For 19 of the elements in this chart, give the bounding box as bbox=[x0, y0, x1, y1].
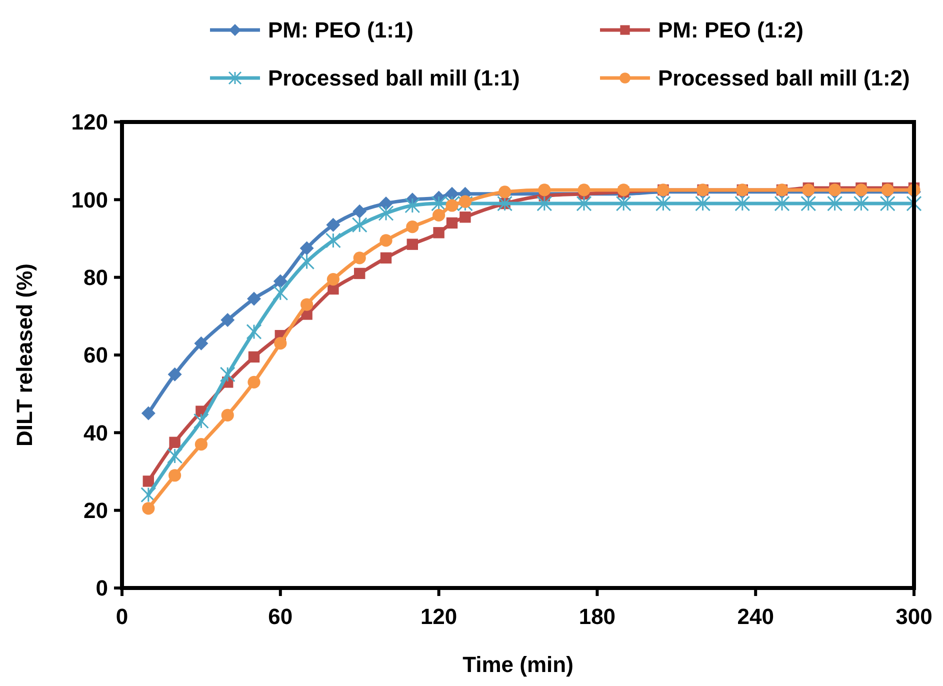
y-tick-label: 100 bbox=[71, 187, 108, 212]
y-tick-label: 60 bbox=[84, 342, 108, 368]
legend-label: PM: PEO (1:2) bbox=[658, 18, 804, 43]
x-tick-label: 120 bbox=[420, 604, 458, 629]
y-tick-label: 120 bbox=[71, 110, 108, 135]
x-tick-label: 0 bbox=[116, 604, 128, 629]
legend-label: Processed ball mill (1:2) bbox=[658, 66, 910, 91]
legend-label: Processed ball mill (1:1) bbox=[268, 66, 520, 91]
x-tick-label: 180 bbox=[578, 604, 616, 629]
y-axis-title: DILT released (%) bbox=[12, 264, 37, 446]
legend-label: PM: PEO (1:1) bbox=[268, 18, 414, 43]
y-tick-label: 20 bbox=[84, 498, 108, 524]
x-tick-label: 240 bbox=[737, 604, 774, 629]
x-axis-title: Time (min) bbox=[462, 652, 574, 677]
y-tick-label: 40 bbox=[84, 420, 108, 446]
x-tick-label: 300 bbox=[896, 604, 932, 629]
y-tick-label: 80 bbox=[84, 265, 108, 290]
y-tick-label: 0 bbox=[96, 576, 108, 601]
x-tick-label: 60 bbox=[268, 604, 293, 629]
